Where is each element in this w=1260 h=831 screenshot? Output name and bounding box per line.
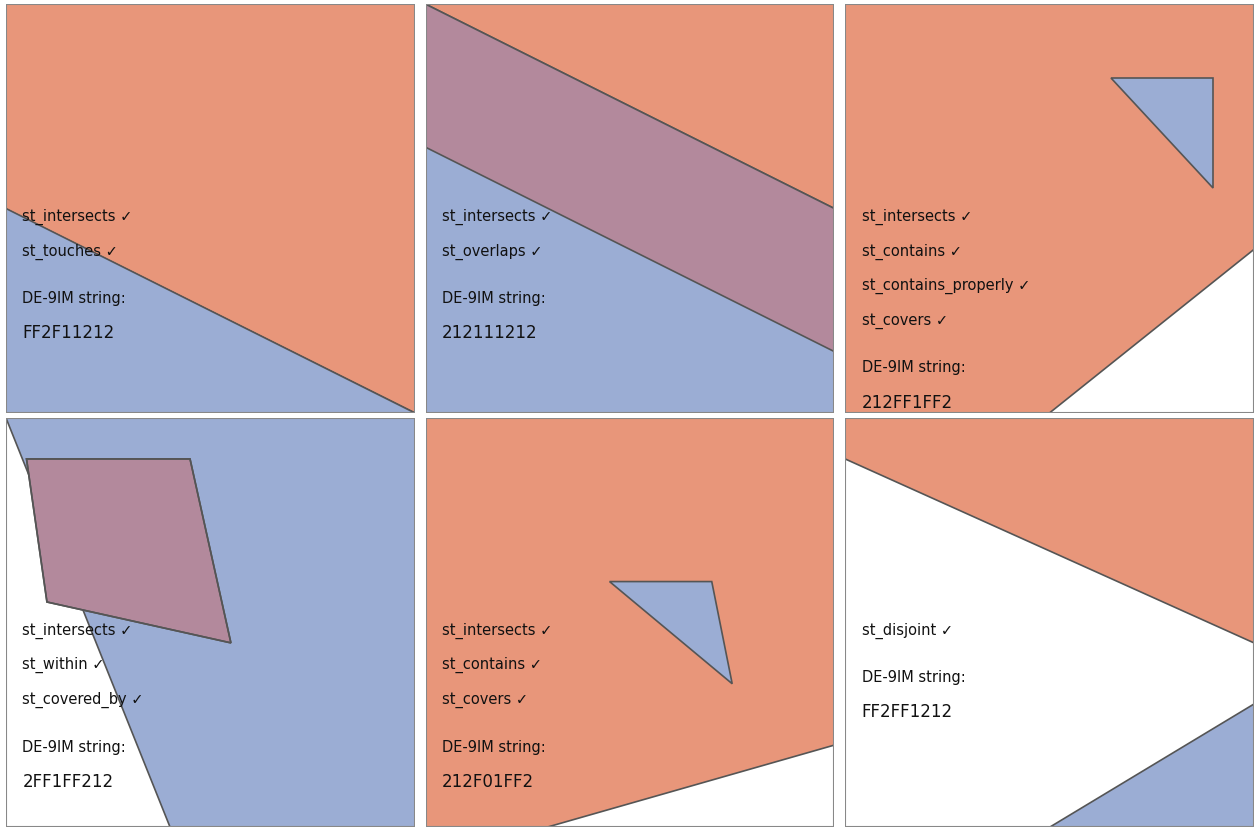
Polygon shape — [426, 4, 834, 352]
Text: st_within ✓: st_within ✓ — [23, 657, 105, 673]
Text: 2FF1FF212: 2FF1FF212 — [23, 773, 113, 791]
Text: 212F01FF2: 212F01FF2 — [442, 773, 534, 791]
Text: DE-9IM string:: DE-9IM string: — [862, 361, 965, 376]
Polygon shape — [426, 4, 834, 352]
Text: st_contains ✓: st_contains ✓ — [862, 243, 961, 259]
Text: st_covers ✓: st_covers ✓ — [442, 692, 528, 708]
Text: st_contains_properly ✓: st_contains_properly ✓ — [862, 278, 1029, 294]
Text: DE-9IM string:: DE-9IM string: — [442, 740, 546, 755]
Polygon shape — [6, 418, 415, 827]
Polygon shape — [426, 418, 834, 827]
Text: DE-9IM string:: DE-9IM string: — [862, 670, 965, 685]
Text: DE-9IM string:: DE-9IM string: — [23, 291, 126, 306]
Polygon shape — [26, 459, 231, 643]
Text: st_overlaps ✓: st_overlaps ✓ — [442, 243, 543, 259]
Polygon shape — [610, 582, 732, 684]
Text: 212111212: 212111212 — [442, 324, 538, 342]
Text: st_covered_by ✓: st_covered_by ✓ — [23, 692, 144, 708]
Polygon shape — [426, 4, 834, 413]
Polygon shape — [6, 4, 415, 413]
Polygon shape — [6, 209, 415, 413]
Text: st_touches ✓: st_touches ✓ — [23, 243, 118, 259]
Text: st_disjoint ✓: st_disjoint ✓ — [862, 622, 953, 639]
Text: DE-9IM string:: DE-9IM string: — [23, 740, 126, 755]
Text: FF2F11212: FF2F11212 — [23, 324, 115, 342]
Text: st_intersects ✓: st_intersects ✓ — [442, 622, 552, 639]
Polygon shape — [845, 418, 1254, 643]
Text: st_intersects ✓: st_intersects ✓ — [442, 209, 552, 225]
Text: st_covers ✓: st_covers ✓ — [862, 313, 948, 329]
Text: 212FF1FF2: 212FF1FF2 — [862, 394, 953, 411]
Text: st_contains ✓: st_contains ✓ — [442, 657, 542, 673]
Polygon shape — [1050, 704, 1254, 827]
Text: DE-9IM string:: DE-9IM string: — [442, 291, 546, 306]
Text: st_intersects ✓: st_intersects ✓ — [862, 209, 971, 225]
Text: st_intersects ✓: st_intersects ✓ — [23, 209, 132, 225]
Text: st_intersects ✓: st_intersects ✓ — [23, 622, 132, 639]
Polygon shape — [1111, 78, 1213, 188]
Polygon shape — [845, 4, 1254, 413]
Text: FF2FF1212: FF2FF1212 — [862, 703, 953, 721]
